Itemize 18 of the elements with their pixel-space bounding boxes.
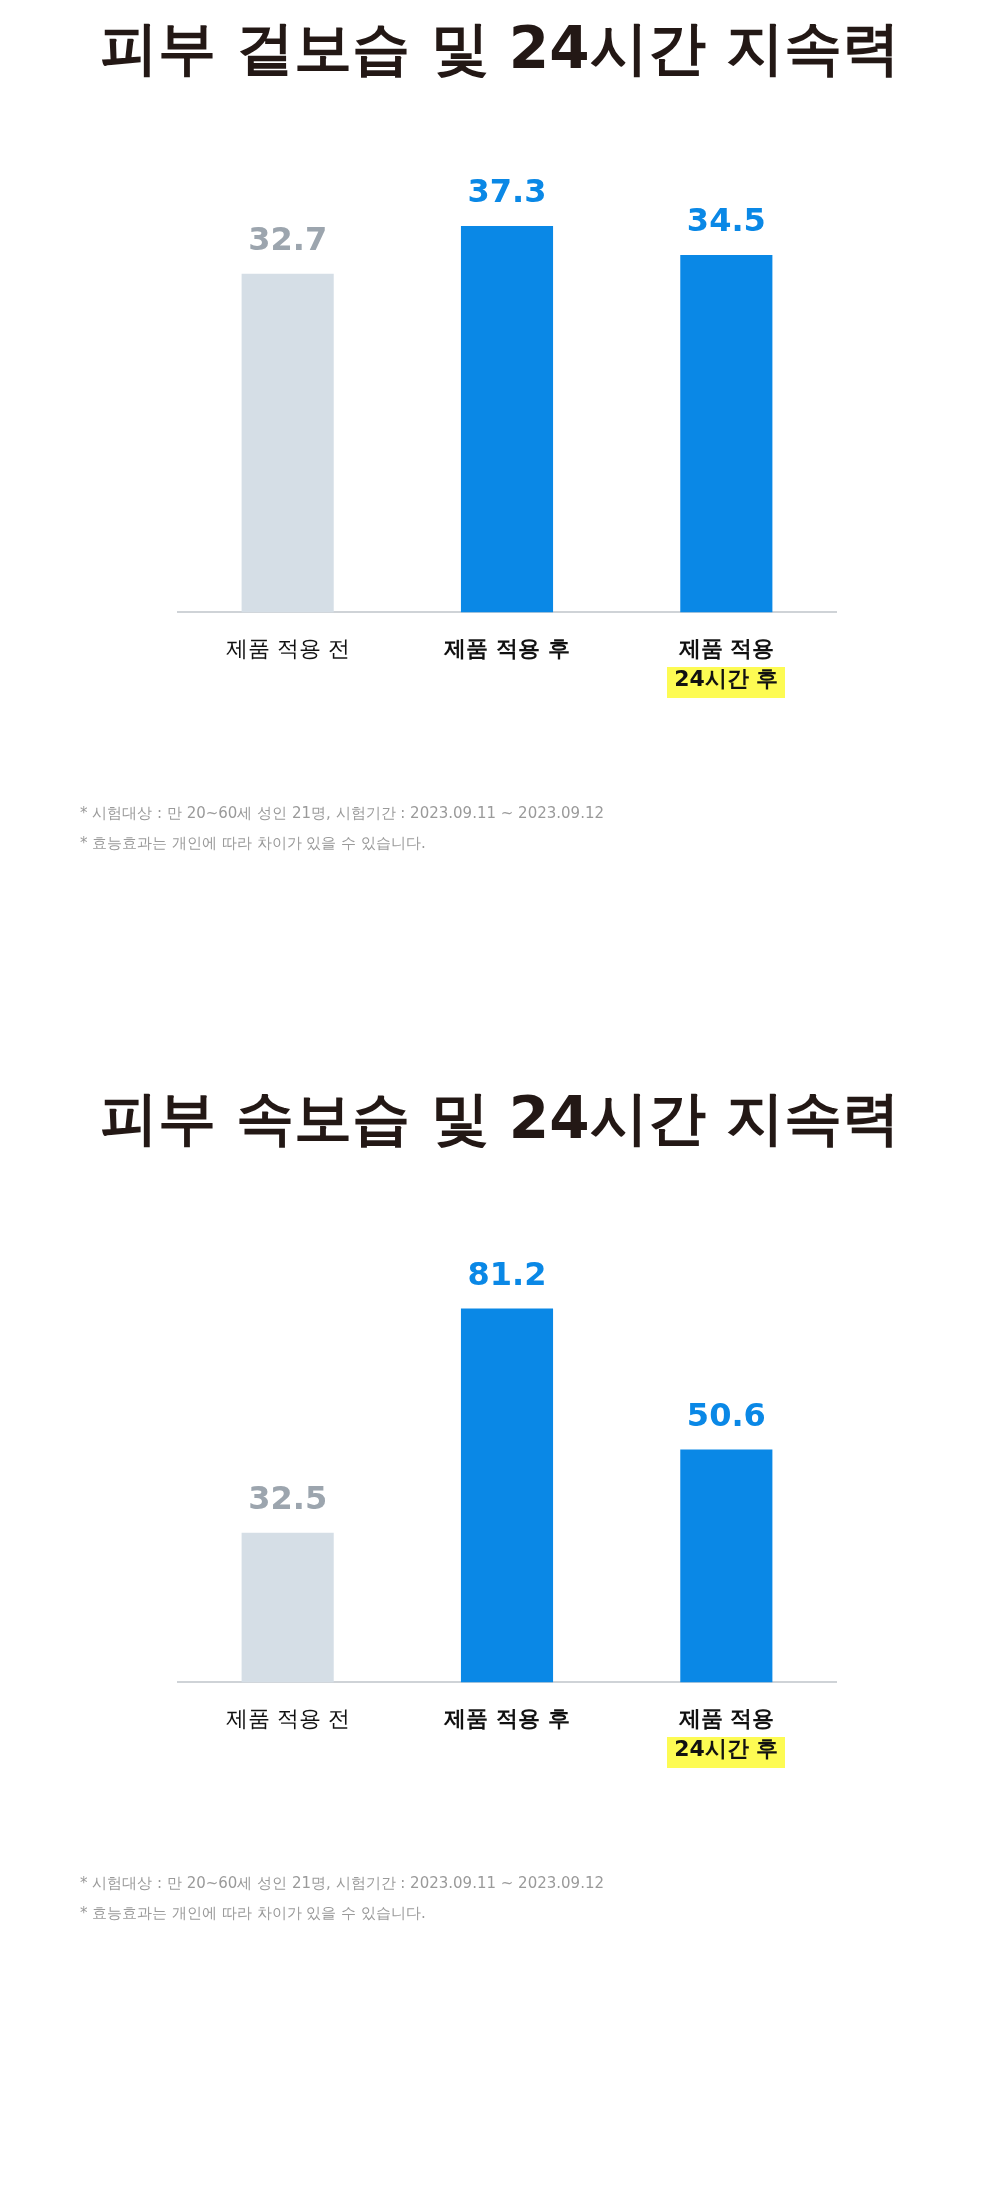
data-label: 32.5 — [248, 1479, 328, 1518]
data-label: 50.6 — [686, 1395, 766, 1434]
text: * 효능효과는 개인에 따라 차이가 있을 수 있습니다. — [80, 833, 427, 854]
text: * 시험대상 : 만 20~60세 성인 21명, 시험기간 : 2023.09.11 ~ 2023.09.12 — [80, 803, 605, 824]
x-tick-label: 제품 적용 후 — [443, 1705, 570, 1731]
x-tick-label: 제품 적용 전 — [225, 1705, 350, 1731]
chart-title: 피부 속보습 및 24시간 지속력 — [99, 1083, 901, 1154]
text: * 효능효과는 개인에 따라 차이가 있을 수 있습니다. — [80, 1903, 427, 1924]
text: * 시험대상 : 만 20~60세 성인 21명, 시험기간 : 2023.09.11 ~ 2023.09.12 — [80, 1873, 605, 1894]
data-label: 81.2 — [467, 1254, 547, 1293]
x-tick-label: 제품 적용 24시간 후 — [674, 635, 779, 692]
data-label: 32.7 — [248, 219, 328, 258]
x-tick-label: 제품 적용 전 — [225, 635, 350, 661]
x-tick-label: 제품 적용 후 — [443, 635, 570, 661]
x-tick-label: 제품 적용 24시간 후 — [674, 1705, 779, 1762]
data-label: 34.5 — [686, 201, 766, 240]
chart-title: 피부 겉보습 및 24시간 지속력 — [99, 13, 901, 84]
data-label: 37.3 — [467, 172, 547, 211]
